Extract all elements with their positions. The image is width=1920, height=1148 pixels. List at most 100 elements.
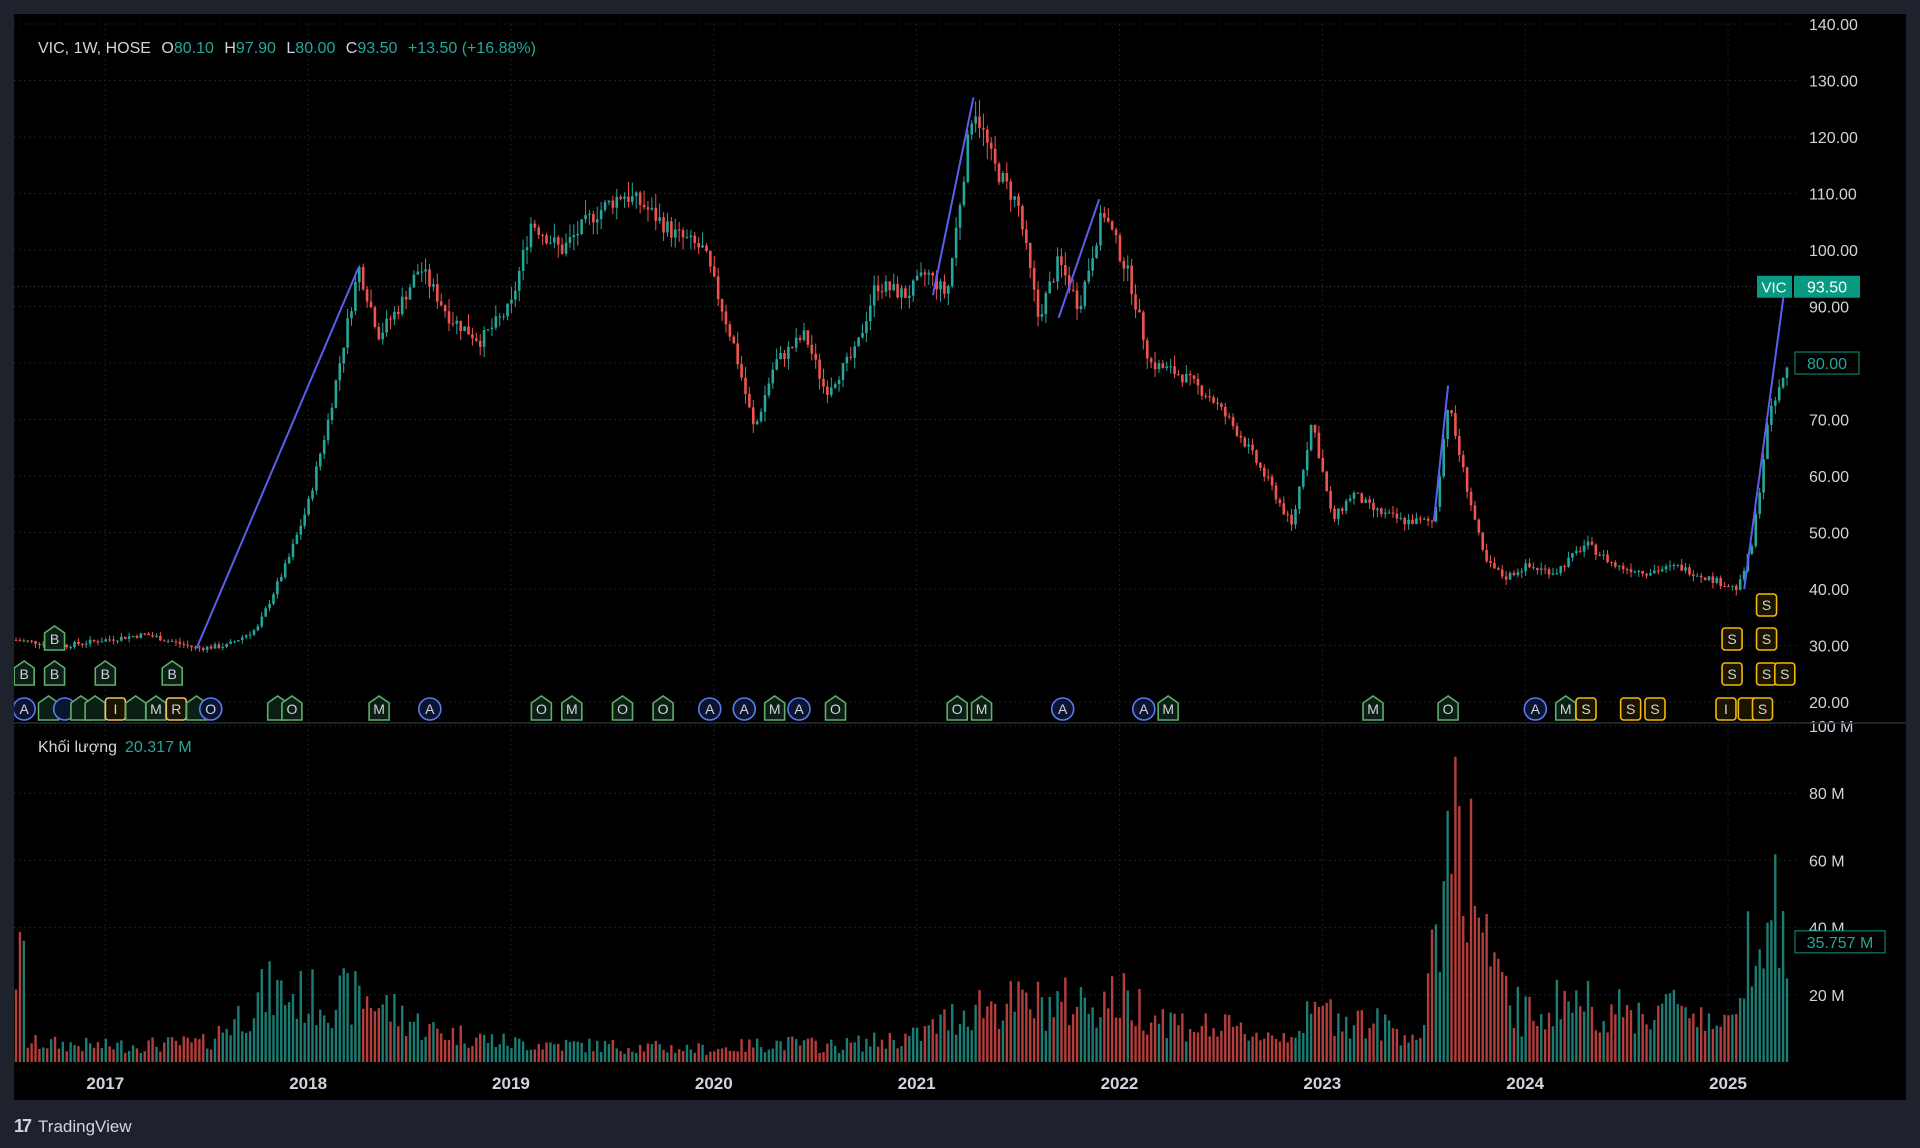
volume-bar <box>1372 1023 1375 1062</box>
candle-body <box>1727 586 1730 588</box>
volume-bar <box>884 1048 888 1062</box>
candle-body <box>268 603 271 609</box>
volume-bar <box>467 1047 470 1062</box>
candle-body <box>1758 492 1761 515</box>
volume-bar <box>30 1043 33 1062</box>
volume-bar <box>1625 1005 1629 1062</box>
volume-bar <box>791 1036 794 1062</box>
candle-body <box>123 636 127 639</box>
candle-body <box>1126 265 1130 269</box>
candle-body <box>240 637 244 641</box>
candle-body <box>1309 424 1313 451</box>
candle-body <box>1157 363 1161 370</box>
time-tick-label: 2021 <box>898 1074 936 1093</box>
candle-body <box>1785 367 1789 378</box>
volume-bar <box>1582 1011 1586 1062</box>
candle-body <box>1294 509 1297 525</box>
volume-bar <box>1329 999 1332 1062</box>
candle-body <box>1684 567 1687 571</box>
time-tick-label: 2017 <box>86 1074 124 1093</box>
volume-bar <box>724 1047 728 1062</box>
volume-bar <box>1321 1005 1324 1062</box>
chart-frame[interactable]: 20.00 30.00 40.00 50.00 60.00 70.00 80.00 90.00… <box>14 14 1906 1100</box>
candle-body <box>517 270 521 291</box>
candle-body <box>338 363 342 381</box>
candle-body <box>1087 270 1091 282</box>
volume-bar <box>482 1034 486 1062</box>
volume-bar <box>853 1042 856 1062</box>
volume-bar <box>1333 1035 1336 1062</box>
volume-bar <box>837 1053 841 1062</box>
candle-body <box>1255 450 1258 463</box>
candle-body <box>1703 577 1707 580</box>
candle-body <box>486 329 490 331</box>
volume-bar <box>1052 1017 1055 1062</box>
volume-bar <box>276 979 279 1062</box>
volume-bar <box>1621 1017 1625 1062</box>
volume-bar <box>1313 1001 1317 1062</box>
volume-bar <box>108 1046 111 1062</box>
marker-label: S <box>1727 631 1736 647</box>
time-tick-label: 2019 <box>492 1074 530 1093</box>
volume-bar <box>1344 1016 1348 1062</box>
footer[interactable]: 17 TradingView <box>14 1116 132 1137</box>
volume-bar <box>802 1040 806 1062</box>
candle-body <box>681 230 685 238</box>
volume-bar <box>892 1039 895 1062</box>
candle-body <box>186 644 189 646</box>
volume-tick-label: 20 M <box>1809 988 1845 1005</box>
volume-bar <box>1040 997 1044 1062</box>
time-tick-label: 2018 <box>289 1074 327 1093</box>
marker-box-sell <box>1751 697 1774 721</box>
candle-body <box>865 321 868 333</box>
candle-body <box>127 636 131 639</box>
candle-body <box>1181 374 1184 383</box>
candle-body <box>935 275 938 290</box>
volume-bar <box>194 1038 197 1062</box>
candle-body <box>18 640 22 642</box>
marker-box-sell <box>1619 697 1642 721</box>
volume-bar <box>771 1048 774 1062</box>
candle-body <box>896 284 899 298</box>
volume-bar <box>1699 1007 1703 1062</box>
volume-bar <box>1395 1028 1399 1062</box>
volume-bar <box>1220 1030 1223 1062</box>
volume-bar <box>514 1037 517 1062</box>
candle-body <box>1095 245 1098 259</box>
volume-bar <box>1036 981 1040 1062</box>
candle-body <box>1547 569 1551 575</box>
volume-bar <box>85 1037 88 1062</box>
candle-body <box>1723 585 1726 587</box>
volume-bar <box>521 1041 525 1062</box>
volume-bar <box>865 1038 868 1062</box>
volume-bar <box>974 1004 977 1062</box>
candle-body <box>1555 573 1559 575</box>
candle-body <box>685 237 689 239</box>
prev-price-badge <box>1794 351 1860 375</box>
volume-bar <box>26 1047 29 1062</box>
marker-flag <box>652 695 674 721</box>
candle-body <box>1009 181 1013 200</box>
volume-bar <box>1774 854 1777 1062</box>
candle-body <box>1536 567 1539 571</box>
price-tick-label: 90.00 <box>1809 300 1849 317</box>
candle-body <box>1048 281 1052 294</box>
candle-body <box>673 229 677 238</box>
candle-body <box>572 235 576 238</box>
price-tick-label: 110.00 <box>1809 187 1857 204</box>
candle-body <box>1699 575 1703 578</box>
candle-body <box>670 221 673 238</box>
candle-body <box>1071 289 1075 291</box>
candle-body <box>1149 358 1153 363</box>
volume-bar <box>1134 1026 1137 1062</box>
volume-bar <box>978 990 981 1062</box>
volume-bar <box>1017 981 1020 1062</box>
candle-body <box>307 498 310 515</box>
candle-body <box>1286 514 1289 516</box>
volume-bar <box>529 1049 533 1062</box>
volume-bar <box>1376 1008 1379 1062</box>
volume-bar <box>1165 1038 1168 1062</box>
chart-canvas[interactable]: 20.00 30.00 40.00 50.00 60.00 70.00 80.00 90.00… <box>14 14 1906 1100</box>
volume-bar <box>451 1027 455 1062</box>
volume-bar <box>61 1041 65 1062</box>
